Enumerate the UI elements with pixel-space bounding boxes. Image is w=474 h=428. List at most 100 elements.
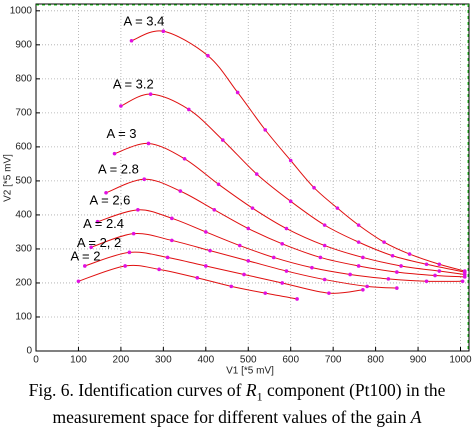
y-tick-label: 700 [15,108,32,119]
data-point [348,272,352,277]
data-point [424,279,429,284]
y-axis-label: V2 [*5 mV] [3,154,14,202]
data-point [386,277,391,281]
data-point [142,177,147,182]
data-point [254,172,259,176]
data-point [407,252,412,256]
data-point [112,151,117,156]
data-point [178,189,183,193]
chart: V2 [*5 mV] V1 [*5 mV] 0 100 200 300 400 500 60… [3,3,472,377]
data-point [242,272,246,277]
data-point [129,38,134,43]
data-point [312,185,316,190]
data-point [104,191,108,195]
caption-text: Fig. 6. Identification curves of [28,380,246,400]
data-point [165,255,170,260]
x-tick-label: 100 [70,355,87,366]
data-point [229,284,234,289]
x-tick-label: 300 [155,355,172,366]
data-point [182,156,187,161]
data-point [263,291,268,295]
caption: Fig. 6. Identification curves of R1 comp… [0,380,474,427]
data-point [424,262,429,267]
data-point [460,279,465,284]
data-point [322,277,327,282]
data-point [263,128,268,132]
x-tick-label: 800 [367,355,384,366]
data-point [280,242,285,246]
data-point [390,253,395,258]
y-tick-label: 900 [15,39,32,50]
y-tick-label: 600 [15,142,32,153]
x-axis-label: V1 [*5 mV] [226,366,274,377]
data-point [327,291,331,295]
series-label: A = 2, 2 [77,235,121,250]
y-tick-label: 200 [15,278,32,289]
x-tick-label: 400 [197,355,214,366]
data-point [83,264,87,268]
data-point [280,281,285,285]
series-label: A = 3.2 [113,77,154,92]
data-point [310,265,314,270]
data-point [246,226,251,231]
data-point [284,226,289,231]
data-point [356,223,361,227]
data-point [462,275,467,279]
series-line [84,251,363,294]
x-tick-label: 900 [410,355,427,366]
data-point [204,230,208,234]
plot-area [36,4,469,351]
data-point [206,53,210,58]
data-point [322,223,327,227]
data-point [437,262,442,267]
y-tick-label: 300 [15,244,32,255]
data-point [204,264,208,268]
data-point [220,138,225,142]
data-point [123,264,127,268]
y-tick-label: 400 [15,210,32,221]
data-point [361,287,365,292]
data-point [170,238,174,243]
data-point [216,182,221,187]
series-label: A = 3 [107,126,137,141]
data-point [288,199,293,204]
series-label: A = 3.4 [124,14,165,29]
caption-symbol: R [245,380,257,400]
data-point [318,255,323,260]
data-point [361,255,365,260]
data-point [89,245,93,250]
data-point [235,90,240,95]
data-point [119,104,123,108]
data-point [356,240,361,244]
data-point [148,92,153,96]
data-point [356,264,361,268]
data-point [250,206,255,210]
data-point [95,219,100,224]
data-point [395,286,399,290]
data-point [76,279,81,284]
series-label: A = 2 [70,248,100,263]
x-tick-label: 1000 [449,355,472,366]
y-tick-label: 500 [15,176,32,187]
data-point [437,269,442,273]
data-point [136,208,140,212]
data-point [170,216,174,221]
data-point [131,231,136,236]
caption-text: component (Pt100) in the measurement spa… [52,380,446,427]
y-tick-label: 0 [26,346,32,357]
plot-frame [35,3,470,352]
y-tick-label: 100 [15,312,32,323]
data-point [399,264,403,268]
y-tick-label: 1000 [10,5,33,16]
x-tick-label: 700 [325,355,342,366]
data-point [127,250,132,255]
data-point [195,276,200,280]
data-point [295,297,299,301]
x-tick-label: 600 [282,355,299,366]
data-point [382,240,386,244]
data-point [187,107,191,112]
data-point [212,208,217,212]
x-tick-label: 0 [33,355,39,366]
data-point [322,243,327,248]
